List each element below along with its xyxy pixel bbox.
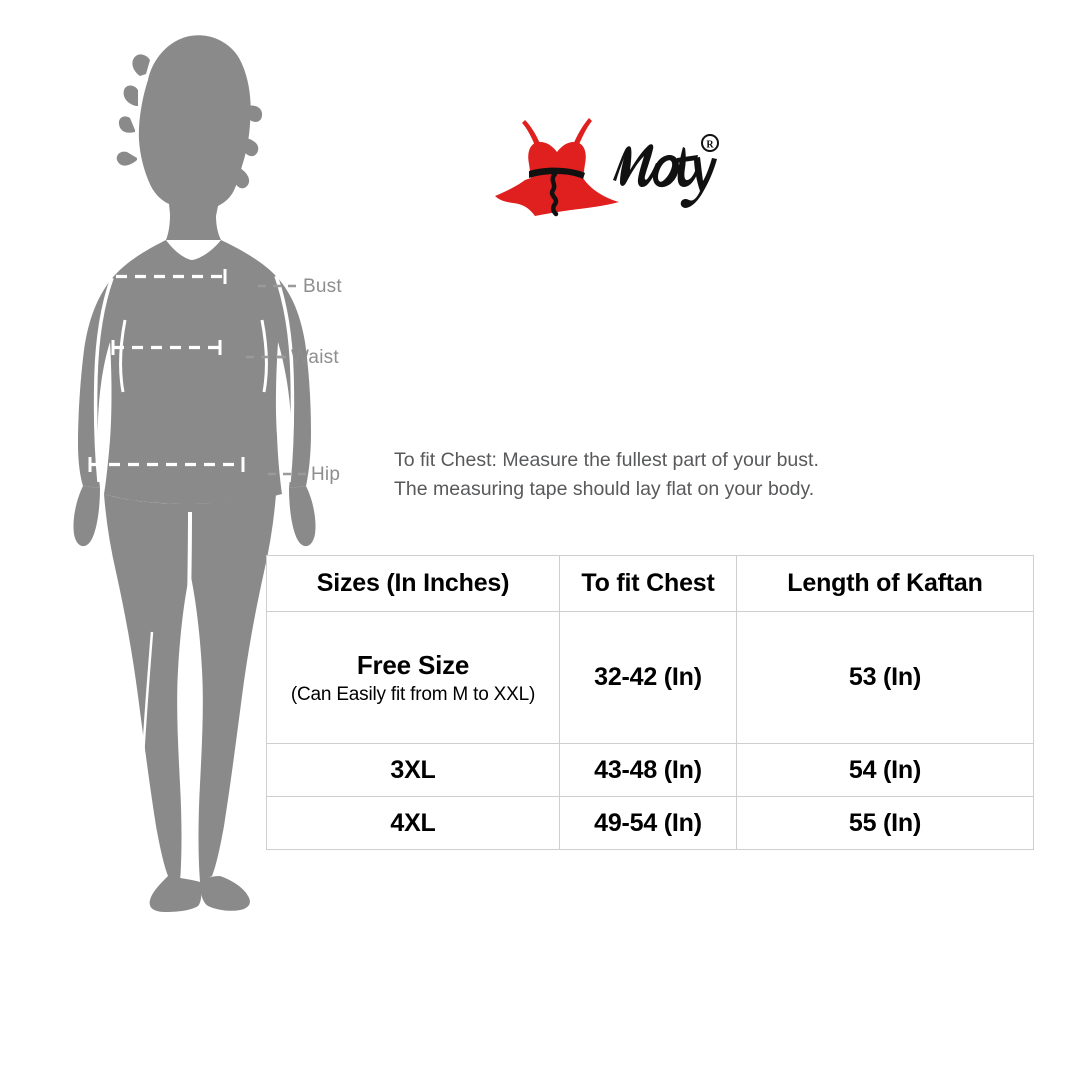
column-header-to-fit-chest: To fit Chest [559, 555, 737, 612]
table-row: Free Size (Can Easily fit from M to XXL)… [266, 611, 1034, 744]
registered-trademark-icon: R [701, 134, 719, 152]
waist-guide-line [111, 340, 222, 355]
fit-instructions-line-2: The measuring tape should lay flat on yo… [394, 478, 815, 500]
cell-length-3xl: 54 (In) [736, 743, 1034, 797]
fit-instructions-line-1: To fit Chest: Measure the fullest part o… [394, 449, 819, 471]
cell-length-4xl: 55 (In) [736, 796, 1034, 850]
table-row: 3XL 43-48 (In) 54 (In) [266, 743, 1034, 797]
cell-length-free: 53 (In) [736, 611, 1034, 744]
table-row: 4XL 49-54 (In) 55 (In) [266, 796, 1034, 850]
female-body-silhouette-icon [73, 35, 316, 912]
body-figure-panel: Bust Waist Hip [40, 20, 420, 920]
size-note: (Can Easily fit from M to XXL) [290, 683, 536, 705]
cell-size-3xl: 3XL [266, 743, 560, 797]
column-header-length-of-kaftan: Length of Kaftan [736, 555, 1034, 612]
svg-text:R: R [706, 140, 714, 151]
measurement-label-waist: Waist [291, 347, 339, 368]
fit-instructions: To fit Chest: Measure the fullest part o… [394, 446, 994, 504]
size-chart-table: Sizes (In Inches) To fit Chest Length of… [266, 555, 1034, 850]
red-dress-icon: R [495, 118, 719, 217]
cell-size-free: Free Size (Can Easily fit from M to XXL) [266, 611, 560, 744]
table-header-row: Sizes (In Inches) To fit Chest Length of… [266, 555, 1034, 612]
cell-chest-3xl: 43-48 (In) [559, 743, 737, 797]
bust-guide-line [95, 269, 227, 284]
cell-chest-free: 32-42 (In) [559, 611, 737, 744]
cell-size-4xl: 4XL [266, 796, 560, 850]
column-header-sizes: Sizes (In Inches) [266, 555, 560, 612]
measurement-label-bust: Bust [303, 276, 342, 297]
measurement-label-hip: Hip [311, 464, 341, 485]
hip-guide-line [88, 457, 245, 472]
brand-logo: R [495, 108, 725, 218]
size-name: Free Size [356, 649, 470, 680]
cell-chest-4xl: 49-54 (In) [559, 796, 737, 850]
